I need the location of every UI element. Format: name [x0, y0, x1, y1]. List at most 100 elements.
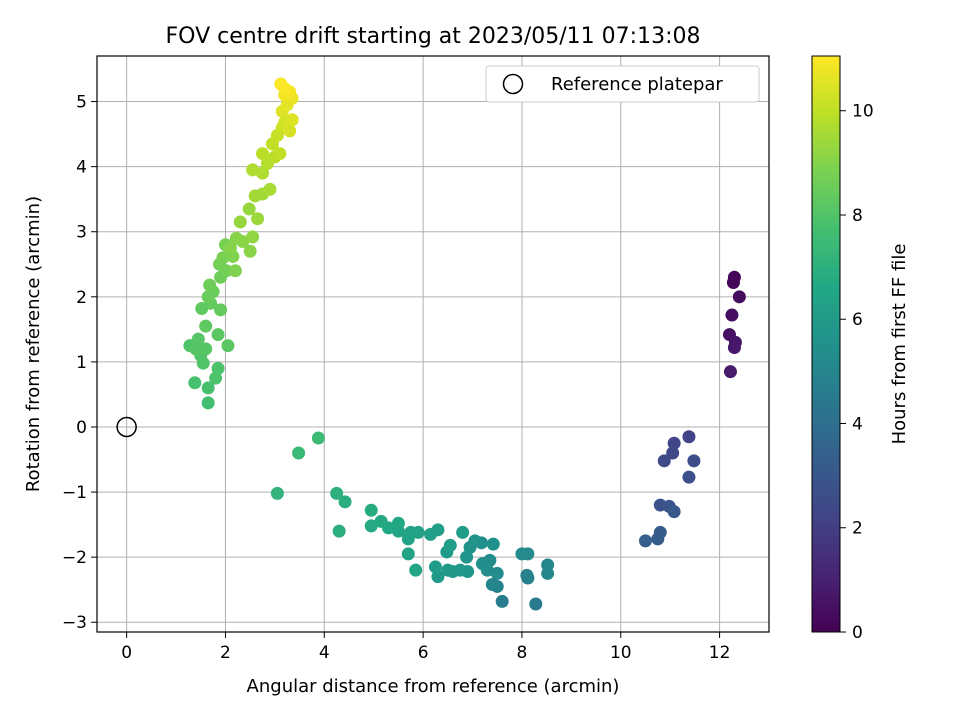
data-point [541, 566, 555, 580]
data-point [666, 446, 680, 460]
data-point [495, 594, 509, 608]
data-point [219, 264, 233, 278]
y-tick-label: −3 [62, 613, 87, 633]
data-point [243, 244, 257, 258]
y-tick-label: 1 [76, 353, 87, 373]
plot-frame [96, 55, 770, 633]
data-point [725, 308, 739, 322]
data-point [529, 597, 543, 611]
colorbar-tick-label: 0 [852, 623, 863, 643]
y-tick-label: 4 [76, 158, 87, 178]
data-point [209, 371, 223, 385]
data-point [638, 534, 652, 548]
x-tick-label: 12 [709, 643, 731, 663]
colorbar-tick-label: 6 [852, 310, 863, 330]
y-tick-label: −2 [62, 548, 87, 568]
legend-marker-open-circle [502, 73, 524, 95]
data-point [682, 430, 696, 444]
data-point [214, 303, 228, 317]
data-point [456, 525, 470, 539]
data-point [727, 341, 741, 355]
data-point [246, 230, 260, 244]
data-point [330, 486, 344, 500]
data-point [723, 365, 737, 379]
data-point [251, 212, 265, 226]
data-point [256, 166, 270, 180]
data-point [409, 563, 423, 577]
data-point [460, 550, 474, 564]
data-point [256, 147, 270, 161]
data-point [201, 396, 215, 410]
data-point [263, 182, 277, 196]
x-tick-label: 2 [220, 643, 231, 663]
data-point [273, 147, 287, 161]
data-point [278, 82, 292, 96]
data-point [221, 339, 235, 353]
data-point [483, 553, 497, 567]
data-point [242, 202, 256, 216]
data-point [292, 446, 306, 460]
data-point [233, 215, 247, 229]
data-point [364, 503, 378, 517]
x-tick-label: 6 [418, 643, 429, 663]
y-tick-label: 0 [76, 418, 87, 438]
data-point [521, 547, 535, 561]
data-point [443, 538, 457, 552]
data-point [228, 264, 242, 278]
data-point [203, 278, 217, 292]
x-tick-label: 8 [517, 643, 528, 663]
data-point [486, 537, 500, 551]
data-point [463, 540, 477, 554]
colorbar-tick-label: 8 [852, 206, 863, 226]
data-point [485, 577, 499, 591]
y-tick-label: 5 [76, 93, 87, 113]
data-point [189, 342, 203, 356]
data-point [285, 113, 299, 127]
data-point [490, 566, 504, 580]
data-point [726, 275, 740, 289]
data-point [431, 570, 445, 584]
colorbar-tick-label: 2 [852, 519, 863, 539]
data-point [441, 563, 455, 577]
data-point [374, 514, 388, 528]
data-point [657, 454, 671, 468]
data-point [211, 328, 225, 342]
legend-box [485, 65, 760, 103]
y-axis-label: Rotation from reference (arcmin) [23, 196, 44, 492]
data-point [687, 454, 701, 468]
data-point [283, 124, 297, 138]
legend: Reference platepar [485, 65, 760, 103]
colorbar-ticks: 0 2 4 6 8 10 [840, 102, 874, 643]
x-tick-label: 0 [121, 643, 132, 663]
data-point [424, 527, 438, 541]
data-point [667, 436, 681, 450]
x-tick-label: 10 [610, 643, 632, 663]
x-axis-label: Angular distance from reference (arcmin) [247, 676, 620, 697]
reference-marker [116, 416, 137, 438]
data-point [191, 332, 205, 346]
data-point [428, 560, 442, 574]
data-points [183, 77, 746, 611]
colorbar [811, 55, 841, 633]
data-point [246, 163, 260, 177]
data-point [332, 524, 346, 538]
data-point [223, 241, 237, 255]
data-point [211, 361, 225, 375]
data-point [311, 431, 325, 445]
y-tick-label: 3 [76, 223, 87, 243]
data-point [364, 519, 378, 533]
data-point [682, 470, 696, 484]
data-point [270, 486, 284, 500]
data-point [401, 547, 415, 561]
y-axis-ticks: −3 −2 −1 0 1 2 3 4 5 [62, 93, 97, 633]
data-point [401, 532, 415, 546]
data-point [188, 376, 202, 390]
data-point [732, 290, 746, 304]
data-point [338, 495, 352, 509]
data-point [651, 532, 665, 546]
data-point [201, 381, 215, 395]
x-axis-ticks: 0 2 4 6 8 10 12 [121, 632, 730, 663]
chart-title: FOV centre drift starting at 2023/05/11 … [166, 24, 701, 49]
y-tick-label: −1 [62, 483, 87, 503]
